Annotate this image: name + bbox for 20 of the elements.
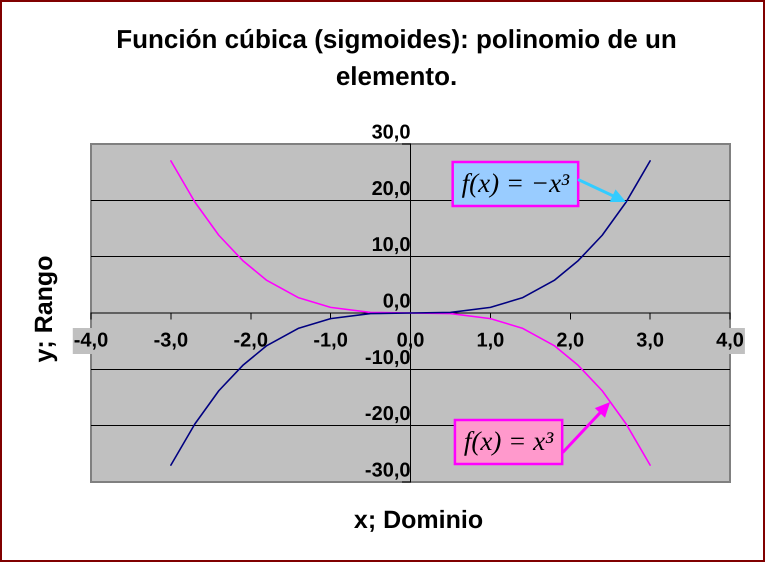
x-tick-label: 1,0 [476, 330, 504, 352]
x-axis-title: x; Dominio [354, 506, 484, 534]
chart-title: Función cúbica (sigmoides): polinomio de un elemento. [116, 24, 677, 91]
x-tick-label: -2,0 [234, 330, 268, 352]
y-axis-title: y; Rango [30, 256, 58, 362]
y-tick-label: 30,0 [372, 122, 410, 144]
y-tick-label: -30,0 [364, 460, 410, 482]
y-tick-label: 20,0 [372, 178, 410, 200]
y-tick-label: 10,0 [372, 234, 410, 256]
x-tick-label: 3,0 [636, 330, 664, 352]
x-tick-label: 4,0 [716, 330, 744, 352]
y-tick-label: -20,0 [364, 403, 410, 426]
x-tick-label: -1,0 [313, 330, 348, 352]
x-tick-label: 2,0 [556, 330, 584, 352]
x-tick-label: -4,0 [74, 330, 108, 352]
annotation: f(x) = −x³ [462, 168, 570, 198]
y-tick-label: -10,0 [364, 346, 410, 369]
annotation: f(x) = x³ [464, 426, 554, 456]
x-tick-label: -3,0 [154, 330, 188, 352]
y-tick-label: 0,0 [382, 290, 410, 313]
